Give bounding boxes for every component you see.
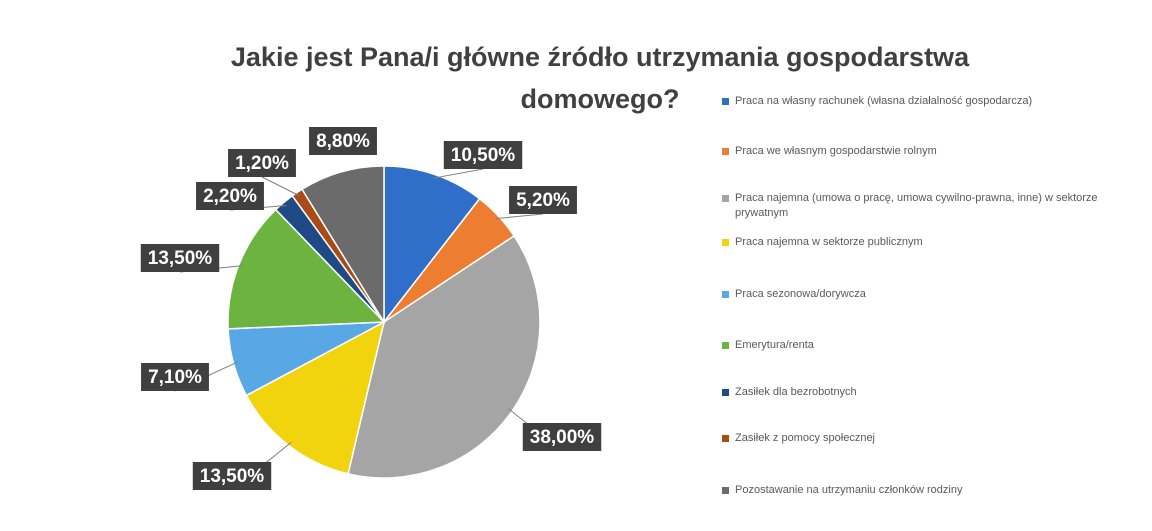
- legend-entry: Zasiłek z pomocy społecznej: [722, 431, 1142, 446]
- legend-entry: Praca we własnym gospodarstwie rolnym: [722, 144, 1142, 159]
- legend-swatch: [722, 148, 729, 155]
- data-label: 10,50%: [451, 145, 516, 166]
- data-label-bg: [509, 186, 577, 214]
- legend-entry: Praca najemna (umowa o pracę, umowa cywi…: [722, 191, 1142, 221]
- pie-slice: [245, 320, 386, 475]
- legend-label: Zasiłek z pomocy społecznej: [735, 432, 876, 444]
- legend-swatch: [722, 435, 729, 442]
- data-label: 1,20%: [235, 153, 289, 174]
- legend: Praca na własny rachunek (własna działal…: [722, 94, 1152, 514]
- legend-swatch: [722, 239, 729, 246]
- data-label: 13,50%: [200, 466, 265, 487]
- legend-label: Praca we własnym gospodarstwie rolnym: [735, 145, 937, 157]
- legend-entry: Pozostawanie na utrzymaniu członków rodz…: [722, 483, 1142, 498]
- data-label-bg: [443, 141, 523, 169]
- legend-swatch: [722, 98, 729, 105]
- data-label: 8,80%: [316, 131, 370, 152]
- pie-slice: [383, 165, 481, 325]
- data-label-bg: [141, 363, 209, 391]
- chart-title: Jakie jest Pana/i główne źródło utrzyman…: [230, 42, 970, 114]
- data-label-bg: [228, 149, 296, 177]
- legend-label: Emerytura/renta: [735, 339, 814, 351]
- data-label: 5,20%: [516, 190, 570, 211]
- leader-line: [495, 213, 544, 220]
- leader-line: [433, 168, 484, 179]
- legend-swatch: [722, 195, 729, 202]
- legend-entry: Emerytura/renta: [722, 338, 1142, 353]
- data-label: 13,50%: [148, 248, 213, 269]
- data-label: 7,10%: [148, 367, 202, 388]
- legend-entry: Praca najemna w sektorze publicznym: [722, 235, 1142, 250]
- legend-swatch: [722, 389, 729, 396]
- data-label-bg: [192, 462, 272, 490]
- legend-swatch: [722, 291, 729, 298]
- legend-swatch: [722, 342, 729, 349]
- pie-slice: [301, 165, 385, 325]
- legend-label: Praca najemna (umowa o pracę, umowa cywi…: [735, 192, 1098, 219]
- legend-entry: Praca na własny rachunek (własna działal…: [722, 94, 1142, 109]
- legend-label: Pozostawanie na utrzymaniu członków rodz…: [735, 484, 963, 496]
- legend-label: Praca najemna w sektorze publicznym: [735, 236, 923, 248]
- legend-label: Zasiłek dla bezrobotnych: [735, 386, 857, 398]
- legend-entry: Praca sezonowa/dorywcza: [722, 287, 1142, 302]
- leader-line: [261, 176, 300, 197]
- legend-swatch: [722, 487, 729, 494]
- data-label: 2,20%: [203, 186, 257, 207]
- data-label-bg: [140, 244, 220, 272]
- legend-label: Praca na własny rachunek (własna działal…: [735, 95, 1033, 107]
- legend-entry: Zasiłek dla bezrobotnych: [722, 385, 1142, 400]
- data-label-bg: [309, 127, 377, 155]
- data-label-bg: [522, 423, 602, 451]
- data-label: 38,00%: [530, 427, 595, 448]
- pie-slice: [227, 208, 386, 330]
- data-label-bg: [196, 182, 264, 210]
- legend-label: Praca sezonowa/dorywcza: [735, 288, 866, 300]
